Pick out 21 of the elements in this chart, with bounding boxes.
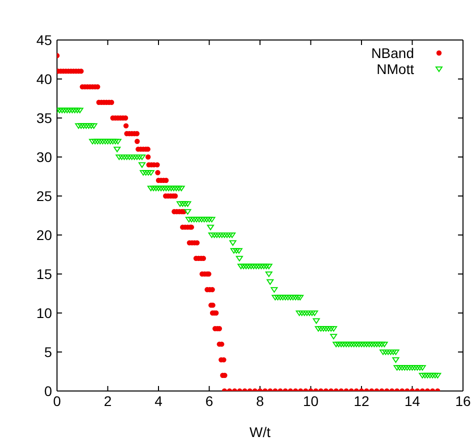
x-tick-label: 2 bbox=[104, 392, 112, 409]
x-tick-label: 14 bbox=[404, 392, 420, 409]
legend-label: NMott bbox=[376, 61, 414, 77]
y-tick-label: 20 bbox=[36, 226, 52, 243]
y-tick-label: 40 bbox=[36, 70, 52, 87]
x-tick-label: 4 bbox=[154, 392, 163, 409]
y-tick-label: 10 bbox=[36, 304, 52, 321]
y-tick-label: 5 bbox=[44, 344, 52, 360]
y-tick-label: 25 bbox=[36, 188, 52, 204]
x-tick-label: 12 bbox=[354, 392, 370, 409]
y-tick-label: 15 bbox=[36, 266, 52, 282]
x-tick-label: 8 bbox=[256, 392, 264, 409]
y-tick-label: 35 bbox=[36, 110, 52, 126]
y-tick-label: 30 bbox=[36, 148, 52, 165]
x-tick-label: 6 bbox=[205, 392, 214, 409]
x-tick-label: 16 bbox=[455, 392, 471, 409]
x-tick-label: 10 bbox=[302, 392, 319, 409]
y-tick-label: 0 bbox=[44, 382, 52, 399]
x-axis-title: W/t bbox=[250, 424, 271, 439]
legend-label: NBand bbox=[371, 45, 414, 61]
y-tick-label: 45 bbox=[36, 32, 52, 48]
